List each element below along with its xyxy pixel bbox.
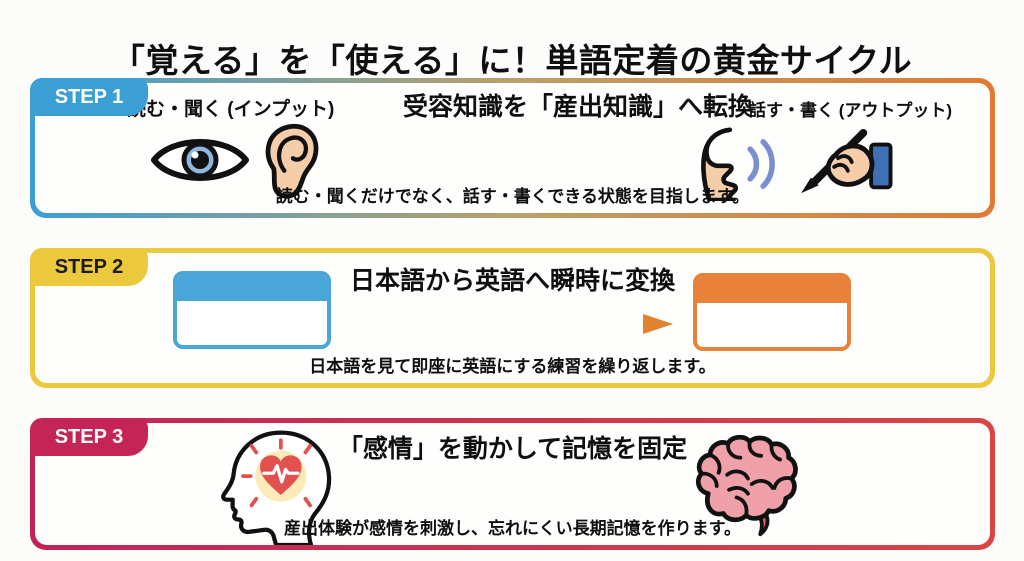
- step-2-content: 日本語から英語へ瞬時に変換 日本語を見て即座に英語にする練習を繰り返します。: [35, 253, 990, 383]
- step-3-caption: 産出体験が感情を刺激し、忘れにくい長期記憶を作ります。: [284, 519, 741, 538]
- ear-icon: [265, 123, 319, 199]
- step-2-badge: STEP 2: [30, 248, 148, 286]
- flashcard-blue: [173, 271, 331, 349]
- step-1-badge: STEP 1: [30, 78, 148, 116]
- flashcard-blue-header: [177, 275, 327, 301]
- step-2-box: STEP 2 日本語から英語へ瞬時に変換 日本語を見て即座に英語にする練習を繰り…: [30, 248, 995, 388]
- output-label: 話す・書く (アウトプット): [749, 101, 953, 120]
- arrow-right-icon: [377, 314, 673, 334]
- flashcard-orange-header: [697, 277, 847, 303]
- step-1-content: 読む・聞く (インプット) 受容知識を「産出知識」へ転換 話す・書く (アウトプ…: [35, 83, 990, 213]
- input-label: 読む・聞く (インプット): [127, 99, 335, 120]
- writing-hand-icon: [801, 129, 893, 194]
- head-heart-icon: [221, 430, 332, 545]
- brain-icon: [695, 435, 798, 537]
- speaking-mouth-icon: [701, 127, 775, 201]
- step-3-badge: STEP 3: [30, 418, 148, 456]
- step-3-box: STEP 3 「感情」を動かして記憶を固定: [30, 418, 995, 550]
- eye-icon: [151, 139, 249, 181]
- step-1-box: STEP 1 読む・聞く (インプット) 受容知識を「産出知識」へ転換 話す・書…: [30, 78, 995, 218]
- step-2-caption: 日本語を見て即座に英語にする練習を繰り返します。: [309, 357, 716, 376]
- page-title: 「覚える」を「使える」に！単語定着の黄金サイクル: [111, 42, 913, 80]
- step-3-content: 「感情」を動かして記憶を固定: [35, 423, 990, 545]
- step-2-title: 日本語から英語へ瞬時に変換: [349, 267, 675, 295]
- flashcard-orange: [693, 273, 851, 351]
- step-1-caption: 読む・聞くだけでなく、話す・書くできる状態を目指します。: [275, 187, 750, 206]
- step-3-title: 「感情」を動かして記憶を固定: [337, 435, 688, 463]
- step-1-title: 受容知識を「産出知識」へ転換: [403, 93, 754, 121]
